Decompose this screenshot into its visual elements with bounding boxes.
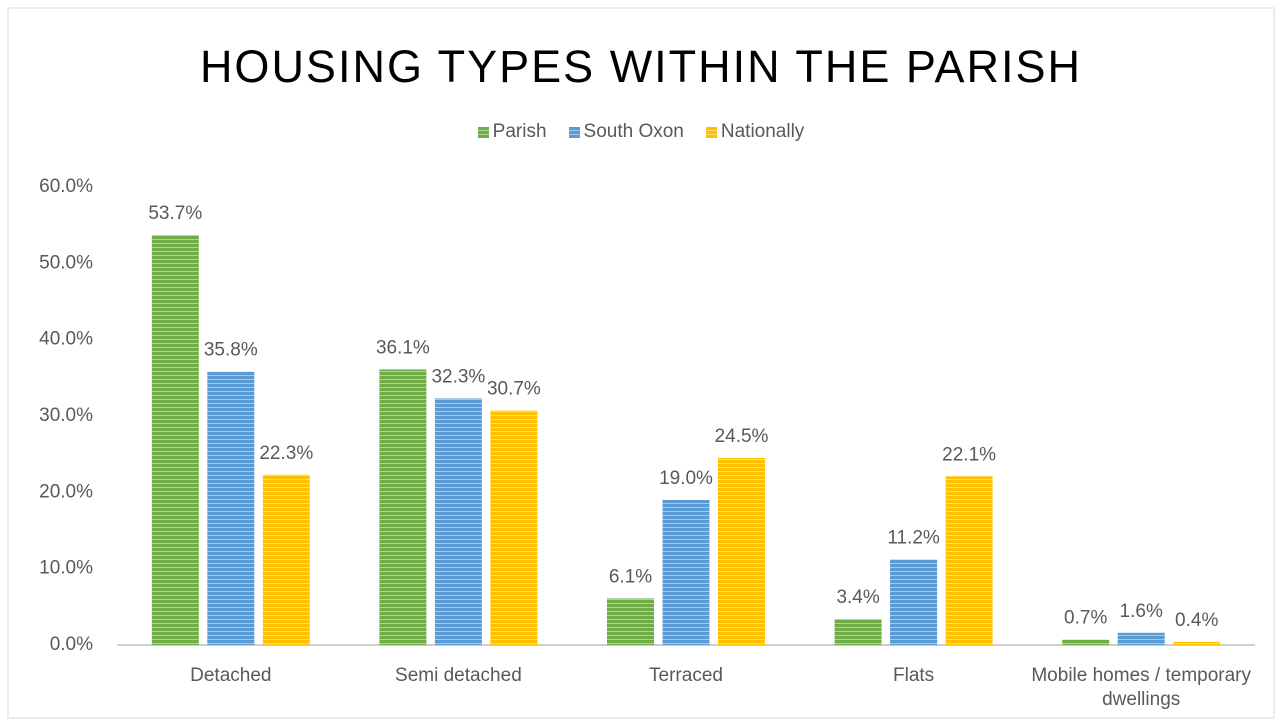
legend-label: Parish <box>492 121 547 142</box>
bar <box>890 559 938 645</box>
legend-item: Nationally <box>705 121 805 143</box>
y-tick-label: 50.0% <box>39 252 93 273</box>
data-label: 36.1% <box>376 337 430 358</box>
y-tick-label: 0.0% <box>50 634 93 655</box>
bar <box>1173 641 1221 645</box>
data-label: 32.3% <box>431 366 485 387</box>
legend-swatch <box>705 126 717 138</box>
bar <box>207 371 255 645</box>
legend-item: South Oxon <box>568 121 684 143</box>
bar <box>1062 639 1110 645</box>
bar <box>490 410 538 645</box>
x-tick-label: Semi detached <box>395 665 522 686</box>
legend: Parish South Oxon Nationally <box>0 121 1282 143</box>
data-label: 24.5% <box>715 426 769 447</box>
x-tick-label: Mobile homes / temporary dwellings <box>1031 665 1252 710</box>
bar <box>834 619 882 645</box>
y-tick-label: 40.0% <box>39 329 93 350</box>
legend-label: South Oxon <box>583 121 684 142</box>
legend-item: Parish <box>477 121 547 143</box>
data-label: 11.2% <box>887 528 940 549</box>
bar <box>379 369 427 645</box>
x-tick-label: Detached <box>190 665 272 686</box>
data-label: 22.3% <box>259 443 313 464</box>
chart-title: HOUSING TYPES WITHIN THE PARISH <box>200 41 1082 92</box>
data-label: 1.6% <box>1120 601 1163 622</box>
data-label: 3.4% <box>836 587 879 608</box>
bar <box>151 235 199 645</box>
bar <box>945 476 993 645</box>
bar <box>1117 632 1165 645</box>
x-tick-label: Flats <box>893 665 935 686</box>
legend-swatch <box>568 126 580 138</box>
data-label: 0.7% <box>1064 608 1107 629</box>
bar <box>262 474 310 645</box>
data-label: 30.7% <box>487 379 541 400</box>
bar <box>434 398 482 645</box>
y-tick-label: 20.0% <box>39 481 93 502</box>
data-label: 22.1% <box>942 444 996 465</box>
data-label: 0.4% <box>1175 610 1218 631</box>
y-tick-label: 30.0% <box>39 405 93 426</box>
bar <box>718 457 765 645</box>
data-label: 35.8% <box>204 340 258 361</box>
data-label: 6.1% <box>609 566 652 587</box>
legend-swatch <box>477 126 489 138</box>
bar <box>607 598 654 645</box>
data-label: 19.0% <box>659 468 713 489</box>
y-tick-label: 10.0% <box>39 558 93 579</box>
bar <box>662 499 710 645</box>
legend-label: Nationally <box>720 121 805 142</box>
x-tick-label: Terraced <box>649 665 723 686</box>
y-tick-label: 60.0% <box>39 176 93 197</box>
data-label: 53.7% <box>148 203 202 224</box>
